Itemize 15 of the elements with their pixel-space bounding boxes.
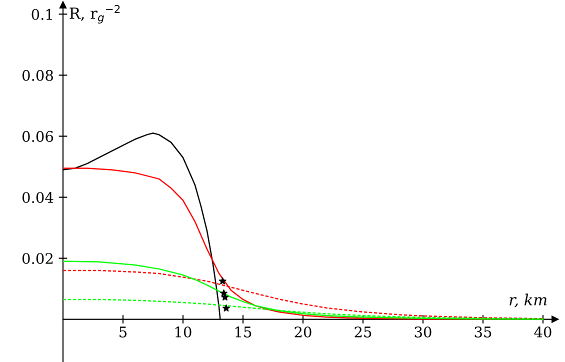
x-tick-label: 20	[294, 326, 312, 338]
x-tick-label: 25	[354, 326, 372, 338]
x-tick-label: 10	[176, 326, 192, 338]
x-tick-label: 30	[414, 326, 432, 338]
y-tick-label: 0.02	[22, 252, 53, 264]
x-tick-label: 15	[236, 326, 252, 338]
y-tick-label: 0.08	[22, 70, 53, 81]
y-axis-title: R, r$_{g}$$^{−2}$	[70, 5, 120, 24]
y-tick-label: 0.1	[32, 8, 52, 20]
x-tick-label: 40	[534, 326, 552, 338]
y-tick-label: 0.04	[22, 192, 54, 203]
x-tick-label: 5	[120, 326, 127, 338]
x-axis-title: r, km	[510, 294, 547, 308]
y-tick-label: 0.06	[22, 130, 54, 142]
x-tick-label: 35	[474, 326, 492, 338]
